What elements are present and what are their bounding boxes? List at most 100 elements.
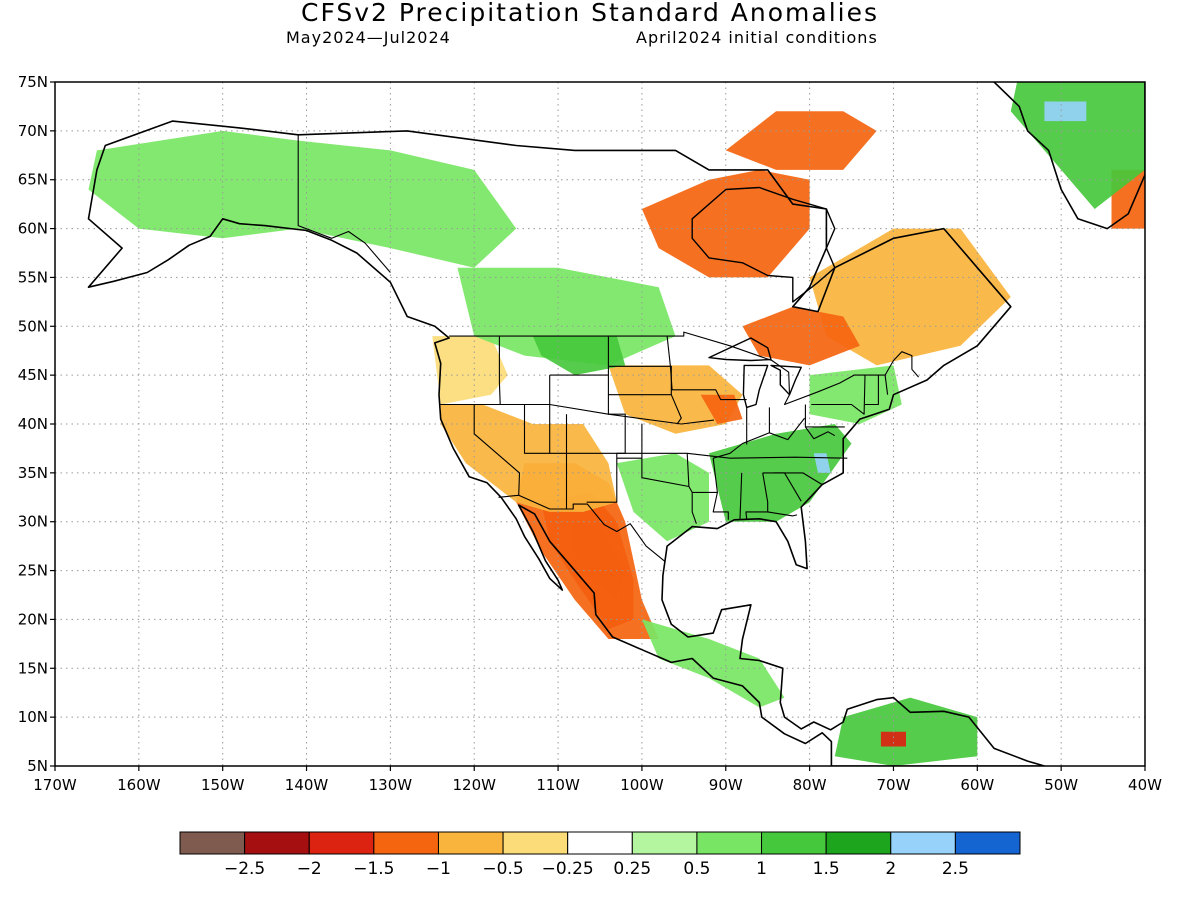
- lon-label-110W: 110W: [536, 776, 580, 794]
- border-state-line-4: [473, 404, 521, 496]
- map-title: CFSv2 Precipitation Standard Anomalies: [300, 0, 879, 27]
- colorbar: −2.5 −2 −1.5 −1 −0.5 −0.25 0.25 0.5 1 1.5 2 2.5: [179, 831, 1021, 879]
- lon-label-130W: 130W: [369, 776, 413, 794]
- border-state-line-28: [864, 375, 879, 406]
- lat-label-10N: 10N: [18, 708, 48, 726]
- border-state-line-29: [884, 375, 889, 395]
- anomaly-fill-layer: [88, 82, 1145, 766]
- colorbar-swatch-6: [567, 831, 633, 855]
- colorbar-swatch-4: [437, 831, 504, 855]
- coastline-hudson-bay: [691, 186, 836, 303]
- colorbar-swatch-9: [761, 831, 827, 855]
- border-state-line-17: [739, 472, 743, 519]
- lat-label-30N: 30N: [18, 513, 48, 531]
- anomaly-region-greenland-wet: [1010, 82, 1145, 209]
- lat-label-75N: 75N: [18, 73, 48, 91]
- colorbar-label-9: 1.5: [813, 859, 840, 879]
- colorbar-label-0: −2.5: [224, 859, 265, 879]
- anomaly-region-yukon-wet: [298, 140, 517, 268]
- colorbar-label-4: −0.5: [482, 859, 523, 879]
- colorbar-label-8: 1: [756, 859, 767, 879]
- colorbar-label-10: 2: [885, 859, 896, 879]
- colorbar-swatch-7: [631, 831, 698, 855]
- border-state-line-14: [641, 458, 690, 488]
- lat-label-15N: 15N: [18, 659, 48, 677]
- colorbar-label-5: −0.25: [542, 859, 594, 879]
- forecast-period: May2024—Jul2024: [286, 28, 451, 47]
- anomaly-region-great-lakes-dry: [742, 306, 860, 366]
- colorbar-swatch-11: [890, 831, 956, 855]
- lon-label-60W: 60W: [960, 776, 994, 794]
- border-state-line-26: [811, 375, 866, 415]
- coastline-lake-superior: [708, 337, 772, 362]
- lon-label-80W: 80W: [793, 776, 827, 794]
- border-state-line-11: [666, 336, 747, 401]
- anomaly-region-prairies-wet: [457, 267, 676, 366]
- coastline-greenland: [990, 82, 1145, 230]
- anomaly-region-baffin-dry: [725, 111, 877, 170]
- lat-label-70N: 70N: [18, 122, 48, 140]
- lon-label-50W: 50W: [1044, 776, 1078, 794]
- colorbar-swatch-2: [308, 831, 375, 855]
- anomaly-region-northern-plains-wet: [532, 336, 626, 376]
- lon-label-40W: 40W: [1128, 776, 1162, 794]
- border-us-mexico-border: [498, 494, 666, 563]
- coastlines-and-borders: [87, 82, 1145, 766]
- anomaly-region-south-america-wet: [834, 697, 978, 766]
- axis-ticks: 75N 70N 65N 60N 55N 50N 45N 40N 35N 30N 25N 20N 15N 1…: [18, 73, 1162, 794]
- lon-label-150W: 150W: [201, 776, 245, 794]
- border-state-line-21: [773, 472, 823, 486]
- lat-label-25N: 25N: [18, 562, 48, 580]
- anomaly-region-southern-plains-wet: [616, 453, 709, 542]
- lon-label-90W: 90W: [709, 776, 743, 794]
- lon-label-160W: 160W: [117, 776, 161, 794]
- colorbar-label-2: −1.5: [353, 859, 394, 879]
- border-state-line-19: [767, 511, 798, 517]
- lat-label-40N: 40N: [18, 415, 48, 433]
- anomaly-region-greenland-very-wet: [1044, 101, 1087, 122]
- lat-label-20N: 20N: [18, 610, 48, 628]
- border-state-line-12: [670, 394, 682, 425]
- lat-label-50N: 50N: [18, 317, 48, 335]
- border-state-line-2: [498, 336, 501, 405]
- colorbar-swatch-8: [696, 831, 763, 855]
- lon-label-120W: 120W: [452, 776, 496, 794]
- anomaly-region-west-dry: [440, 404, 617, 512]
- lon-label-70W: 70W: [877, 776, 911, 794]
- anomaly-region-midwest-dry: [700, 394, 743, 424]
- colorbar-label-7: 0.5: [683, 859, 710, 879]
- anomaly-region-labrador-dry: [809, 228, 1011, 366]
- lon-label-100W: 100W: [620, 776, 664, 794]
- lat-label-65N: 65N: [18, 171, 48, 189]
- colorbar-swatch-0: [179, 831, 246, 855]
- colorbar-label-11: 2.5: [942, 859, 969, 879]
- colorbar-swatch-3: [373, 831, 439, 855]
- lat-label-35N: 35N: [18, 464, 48, 482]
- colorbar-label-1: −2: [297, 859, 322, 879]
- grid-lines: [55, 82, 1145, 766]
- lon-label-140W: 140W: [285, 776, 329, 794]
- lat-label-60N: 60N: [18, 220, 48, 238]
- border-us-canada-border: [449, 331, 920, 406]
- anomaly-region-hudson-dry: [641, 169, 810, 278]
- anomaly-region-central-plains-dry: [608, 365, 743, 434]
- border-state-line-27: [804, 426, 836, 440]
- anomaly-region-venezuela-dry: [880, 731, 906, 747]
- border-state-line-5: [523, 404, 550, 454]
- border-state-line-16: [712, 492, 729, 520]
- lat-label-45N: 45N: [18, 366, 48, 384]
- colorbar-swatch-5: [502, 831, 569, 855]
- colorbar-swatch-10: [825, 831, 892, 855]
- border-state-line-22: [713, 417, 806, 459]
- colorbar-swatch-12: [954, 831, 1021, 855]
- colorbar-label-3: −1: [426, 859, 451, 879]
- border-alaska-canada-border: [297, 134, 391, 273]
- lat-label-5N: 5N: [27, 757, 48, 775]
- lon-label-170W: 170W: [33, 776, 77, 794]
- coastline-lake-michigan: [742, 364, 769, 409]
- colorbar-swatch-1: [244, 831, 310, 855]
- anomaly-region-alaska-wet: [88, 130, 299, 239]
- coastline-north-america: [87, 120, 1046, 766]
- border-state-line-7: [586, 375, 626, 503]
